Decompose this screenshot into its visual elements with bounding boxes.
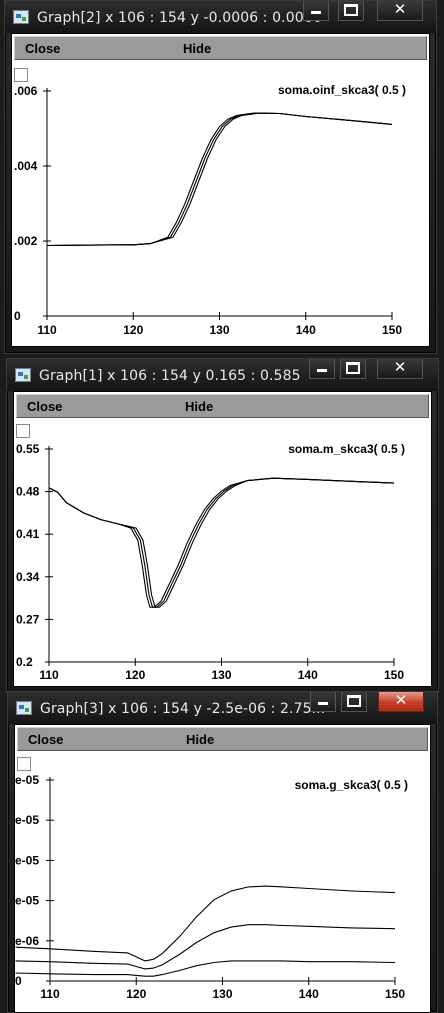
window-title: Graph[3] x 106 : 154 y -2.5e-06 : 2.75..… xyxy=(40,701,326,717)
minimize-button[interactable] xyxy=(303,1,329,21)
x-tick-label: 120 xyxy=(125,668,145,682)
series-line xyxy=(15,885,396,962)
window-close-button[interactable]: ✕ xyxy=(377,359,423,379)
y-tick-label: .006 xyxy=(14,84,38,98)
x-tick-label: 140 xyxy=(298,668,318,682)
y-tick-label: .004 xyxy=(14,159,38,173)
graph-menu-bar: Close Hide xyxy=(16,394,429,418)
hide-menu-button[interactable]: Hide xyxy=(185,399,214,414)
hide-menu-button[interactable]: Hide xyxy=(183,41,212,56)
app-icon[interactable] xyxy=(15,368,31,382)
close-icon: ✕ xyxy=(393,1,407,18)
maximize-button[interactable] xyxy=(340,359,366,379)
y-tick-label: e-05 xyxy=(15,773,39,787)
y-tick-label: e-05 xyxy=(15,894,39,908)
y-tick-label: .002 xyxy=(14,234,38,248)
series-line xyxy=(15,924,396,970)
x-tick-label: 110 xyxy=(37,323,57,337)
minimize-icon xyxy=(318,702,328,705)
maximize-button[interactable] xyxy=(341,692,367,712)
close-icon: ✕ xyxy=(393,359,407,376)
graph-client-area: Close Hide 0.55 0.48 0.41 0.34 0.27 0.2 110 120… xyxy=(13,391,432,687)
graph-window-2[interactable]: Graph[2] x 106 : 154 y -0.0006 : 0.0066 … xyxy=(4,0,437,354)
series-line xyxy=(48,477,395,608)
close-menu-button[interactable]: Close xyxy=(25,41,61,56)
x-tick-label: 120 xyxy=(123,323,143,337)
maximize-icon xyxy=(344,4,358,16)
graph-menu-bar: Close Hide xyxy=(17,727,428,751)
y-tick-label: 0.2 xyxy=(16,655,33,669)
maximize-icon xyxy=(346,362,360,374)
series-line xyxy=(48,477,395,608)
graph-window-1[interactable]: Graph[1] x 106 : 154 y 0.165 : 0.585 ✕ C… xyxy=(6,358,439,693)
series-line xyxy=(48,477,395,608)
graph-client-area: Close Hide e-05 e-05 e-05 e-05 e-06 0 110 120 13… xyxy=(14,724,431,1013)
graph-checkbox[interactable] xyxy=(17,757,31,771)
app-icon[interactable] xyxy=(13,10,29,24)
y-tick-label: 0.41 xyxy=(16,527,40,541)
x-tick-label: 110 xyxy=(40,987,60,1001)
graph-plot[interactable]: e-05 e-05 e-05 e-05 e-06 0 110 120 130 140 150 soma… xyxy=(15,725,430,1012)
app-icon[interactable] xyxy=(16,701,32,715)
series-legend-label: soma.g_skca3( 0.5 ) xyxy=(295,778,408,792)
title-bar[interactable]: Graph[3] x 106 : 154 y -2.5e-06 : 2.75..… xyxy=(8,692,437,724)
window-title: Graph[1] x 106 : 154 y 0.165 : 0.585 xyxy=(39,368,301,384)
y-tick-label: e-05 xyxy=(15,813,39,827)
hide-menu-button[interactable]: Hide xyxy=(186,732,215,747)
x-tick-label: 120 xyxy=(126,987,146,1001)
minimize-icon xyxy=(311,11,321,14)
graph-client-area: Close Hide .006 .004 .002 0 110 120 130 140 150 s… xyxy=(11,33,430,347)
series-line xyxy=(46,112,393,247)
x-tick-label: 140 xyxy=(299,987,319,1001)
graph-checkbox[interactable] xyxy=(16,424,30,438)
maximize-button[interactable] xyxy=(338,1,364,21)
y-tick-label: 0.27 xyxy=(16,612,40,626)
graph-checkbox[interactable] xyxy=(14,68,28,82)
series-line xyxy=(46,112,393,247)
minimize-button[interactable] xyxy=(310,692,336,712)
graph-plot[interactable]: .006 .004 .002 0 110 120 130 140 150 soma.oinf_sk… xyxy=(12,34,429,346)
series-line xyxy=(46,112,393,247)
close-menu-button[interactable]: Close xyxy=(28,732,64,747)
title-bar[interactable]: Graph[2] x 106 : 154 y -0.0006 : 0.0066 … xyxy=(5,1,436,33)
x-tick-label: 130 xyxy=(211,668,231,682)
graph-window-3[interactable]: Graph[3] x 106 : 154 y -2.5e-06 : 2.75..… xyxy=(7,691,438,1013)
minimize-button[interactable] xyxy=(309,359,335,379)
x-tick-label: 140 xyxy=(296,323,316,337)
x-tick-label: 150 xyxy=(384,668,404,682)
window-close-button[interactable]: ✕ xyxy=(377,1,423,21)
window-close-button[interactable]: ✕ xyxy=(378,692,424,712)
x-tick-label: 110 xyxy=(39,668,59,682)
y-tick-label: 0.34 xyxy=(16,570,40,584)
maximize-icon xyxy=(347,695,361,707)
title-bar[interactable]: Graph[1] x 106 : 154 y 0.165 : 0.585 ✕ xyxy=(7,359,438,391)
y-tick-label: 0 xyxy=(14,309,21,323)
series-legend-label: soma.oinf_skca3( 0.5 ) xyxy=(278,83,406,97)
y-tick-label: e-05 xyxy=(15,853,39,867)
y-tick-label: 0 xyxy=(15,974,22,988)
minimize-icon xyxy=(317,369,327,372)
window-title: Graph[2] x 106 : 154 y -0.0006 : 0.0066 xyxy=(37,10,322,26)
x-tick-label: 150 xyxy=(385,987,405,1001)
x-tick-label: 130 xyxy=(212,987,232,1001)
series-legend-label: soma.m_skca3( 0.5 ) xyxy=(288,442,405,456)
series-line xyxy=(15,960,396,977)
graph-plot[interactable]: 0.55 0.48 0.41 0.34 0.27 0.2 110 120 130 140 150 so… xyxy=(14,392,431,686)
x-tick-label: 130 xyxy=(209,323,229,337)
x-tick-label: 150 xyxy=(382,323,402,337)
y-tick-label: 0.48 xyxy=(16,485,40,499)
close-icon: ✕ xyxy=(394,692,408,709)
graph-menu-bar: Close Hide xyxy=(14,36,427,60)
y-tick-label: e-06 xyxy=(15,934,39,948)
y-tick-label: 0.55 xyxy=(16,442,40,456)
close-menu-button[interactable]: Close xyxy=(27,399,63,414)
